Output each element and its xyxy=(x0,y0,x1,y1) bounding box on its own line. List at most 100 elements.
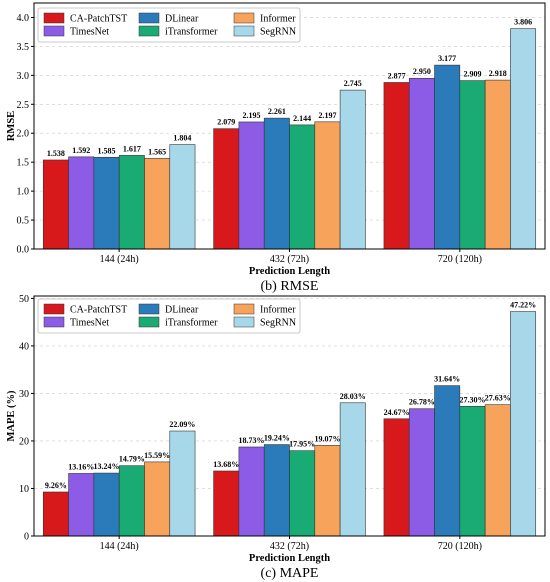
legend-swatch xyxy=(138,303,160,315)
data-label: 27.63% xyxy=(485,394,511,403)
bar-timesnet xyxy=(408,77,435,250)
bar-ca-patchtst xyxy=(213,470,240,537)
bar-timesnet xyxy=(408,408,435,537)
x-tick-label: 720 (120h) xyxy=(438,541,482,552)
legend-swatch xyxy=(233,25,255,37)
data-label: 22.09% xyxy=(169,420,195,429)
y-tick-label: 2.5 xyxy=(17,100,30,111)
bar-informer xyxy=(144,461,171,537)
data-label: 2.195 xyxy=(243,111,261,120)
bar-dlinear xyxy=(93,156,120,250)
bar-dlinear xyxy=(434,64,461,250)
bar-ca-patchtst xyxy=(42,159,69,250)
data-label: 1.592 xyxy=(72,146,90,155)
data-label: 47.22% xyxy=(510,301,536,310)
x-tick-label: 144 (24h) xyxy=(100,254,139,265)
data-label: 26.78% xyxy=(409,398,435,407)
legend-swatch xyxy=(138,12,160,24)
data-label: 1.565 xyxy=(148,147,166,156)
bar-itransformer xyxy=(118,465,145,537)
legend-entry: iTransformer xyxy=(165,318,218,329)
data-label: 15.59% xyxy=(144,451,170,460)
data-label: 1.617 xyxy=(123,144,141,153)
x-axis-label: Prediction Length xyxy=(249,266,330,277)
bar-timesnet xyxy=(238,121,265,250)
bar-dlinear xyxy=(263,444,290,537)
plot-frame xyxy=(33,2,546,250)
y-tick-label: 1.5 xyxy=(17,158,30,169)
data-label: 14.79% xyxy=(119,455,145,464)
bar-timesnet xyxy=(238,446,265,537)
data-label: 2.909 xyxy=(463,70,481,79)
data-label: 9.26% xyxy=(45,481,67,490)
data-label: 24.67% xyxy=(384,408,410,417)
data-label: 1.585 xyxy=(98,146,116,155)
bar-segrnn xyxy=(510,311,537,537)
bar-dlinear xyxy=(434,385,461,537)
x-tick-label: 432 (72h) xyxy=(270,541,309,552)
legend-entry: CA-PatchTST xyxy=(70,305,127,316)
y-tick-label: 0 xyxy=(24,532,29,543)
data-label: 2.918 xyxy=(489,69,507,78)
x-tick-label: 144 (24h) xyxy=(100,541,139,552)
y-tick-label: 30 xyxy=(19,389,29,400)
data-label: 2.144 xyxy=(293,114,311,123)
legend-entry: SegRNN xyxy=(260,318,296,329)
data-label: 2.261 xyxy=(268,107,286,116)
x-tick-label: 720 (120h) xyxy=(438,254,482,265)
bar-ca-patchtst xyxy=(383,82,410,250)
bar-ca-patchtst xyxy=(42,491,69,537)
bar-segrnn xyxy=(510,28,537,250)
legend-swatch xyxy=(43,25,65,37)
bar-informer xyxy=(484,79,511,250)
bar-timesnet xyxy=(68,473,95,537)
data-label: 27.30% xyxy=(459,395,485,404)
y-tick-label: 3.5 xyxy=(17,42,30,53)
legend-swatch xyxy=(138,316,160,328)
figure-caption: (b) RMSE xyxy=(261,279,319,294)
y-tick-label: 1.0 xyxy=(17,187,30,198)
chart-panel-1: 9.26% 13.16% 13.24%14.79% 15.59% 22.09% 144 (… xyxy=(6,294,546,581)
bar-segrnn xyxy=(339,89,366,250)
y-tick-label: 40 xyxy=(19,341,29,352)
data-label: 3.806 xyxy=(514,18,532,27)
y-tick-label: 20 xyxy=(19,436,29,447)
x-axis-label: Prediction Length xyxy=(249,553,330,564)
y-tick-label: 2.0 xyxy=(17,129,30,140)
bar-timesnet xyxy=(68,156,95,250)
data-label: 2.877 xyxy=(388,71,406,80)
data-label: 31.64% xyxy=(434,375,460,384)
y-tick-label: 50 xyxy=(19,294,29,305)
y-tick-label: 4.0 xyxy=(17,13,30,24)
data-label: 19.07% xyxy=(314,434,340,443)
bar-ca-patchtst xyxy=(383,418,410,537)
figure-caption: (c) MAPE xyxy=(261,566,319,581)
bar-segrnn xyxy=(339,402,366,537)
bar-dlinear xyxy=(93,472,120,537)
y-tick-label: 3.0 xyxy=(17,71,30,82)
data-label: 17.95% xyxy=(289,440,315,449)
y-tick-label: 0.0 xyxy=(17,245,30,256)
bar-itransformer xyxy=(459,405,486,537)
legend: CA-PatchTST TimesNet DLinear iTransformer In… xyxy=(37,7,301,43)
legend-entry: TimesNet xyxy=(70,318,109,329)
data-label: 1.538 xyxy=(47,149,65,158)
legend-entry: TimesNet xyxy=(70,27,109,38)
data-label: 13.24% xyxy=(94,462,120,471)
data-label: 2.950 xyxy=(413,67,431,76)
bar-dlinear xyxy=(263,117,290,250)
x-tick-label: 432 (72h) xyxy=(270,254,309,265)
data-label: 13.16% xyxy=(68,462,94,471)
bar-itransformer xyxy=(118,155,145,250)
y-axis-label: RMSE xyxy=(6,111,17,141)
chart-panel-0: 1.538 1.592 1.585 1.617 1.565 1.804 144 (24h) 2… xyxy=(6,2,546,294)
bar-itransformer xyxy=(289,450,316,537)
legend: CA-PatchTST TimesNet DLinear iTransformer In… xyxy=(37,298,301,334)
data-label: 1.804 xyxy=(173,134,191,143)
legend-swatch xyxy=(233,316,255,328)
data-label: 2.197 xyxy=(318,111,336,120)
y-axis-label: MAPE (%) xyxy=(6,390,17,442)
data-label: 3.177 xyxy=(438,54,456,63)
